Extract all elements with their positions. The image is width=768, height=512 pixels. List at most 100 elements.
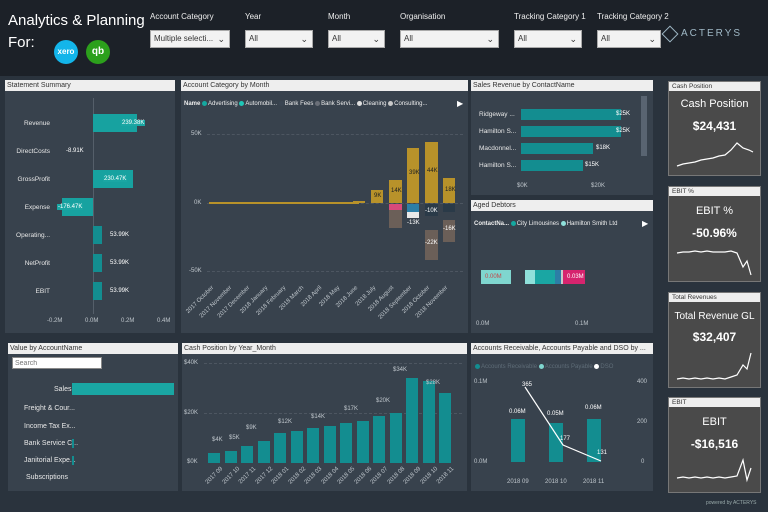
stack-bar[interactable]: [353, 201, 365, 203]
stack-bar[interactable]: [443, 178, 455, 203]
legend-item[interactable]: Bank Servi...: [315, 101, 355, 107]
kpi-card-ebit-pct[interactable]: EBIT % EBIT % -50.96%: [668, 186, 761, 282]
kpi-card-cash-position[interactable]: Cash Position Cash Position $24,431: [668, 81, 761, 176]
list-item-label[interactable]: Janitorial Expe...: [24, 457, 76, 464]
stack-bar-neg[interactable]: [425, 230, 438, 260]
row-label: GrossProfit: [17, 176, 50, 183]
stack-bar-neg[interactable]: [443, 220, 455, 242]
legend-item[interactable]: Accounts Receivable: [475, 364, 537, 370]
legend-item[interactable]: Hamilton Smith Ltd: [560, 221, 617, 227]
operating-bar[interactable]: [93, 226, 102, 244]
filter-account-category[interactable]: Multiple selecti... ⌄: [150, 30, 230, 48]
cash-bar[interactable]: [356, 420, 369, 463]
legend-item[interactable]: DSO: [594, 364, 613, 370]
sales-bar[interactable]: [521, 109, 621, 120]
sales-bar[interactable]: [521, 143, 593, 154]
operating-label: 53.99K: [110, 232, 130, 238]
list-item-label[interactable]: Freight & Cour...: [24, 405, 75, 412]
x-tick: $20K: [591, 183, 606, 189]
legend-item[interactable]: Cleaning: [356, 101, 386, 107]
card-value: $24,431: [692, 119, 737, 133]
search-input[interactable]: [12, 357, 102, 369]
cash-bar[interactable]: [439, 393, 451, 463]
filter-value: All: [332, 34, 341, 43]
stack-bar-neg[interactable]: [389, 204, 402, 210]
ar-bar[interactable]: [587, 419, 601, 462]
legend-item[interactable]: Advertising: [202, 101, 238, 107]
panel-title: Accounts Receivable, Accounts Payable an…: [471, 343, 653, 354]
filter-organisation[interactable]: All ⌄: [400, 30, 499, 48]
kpi-card-ebit[interactable]: EBIT EBIT -$16,516: [668, 397, 761, 493]
cash-bar[interactable]: [422, 380, 435, 463]
cash-bar[interactable]: [307, 428, 319, 463]
filter-value: All: [518, 34, 527, 43]
legend-dot-icon: [475, 364, 480, 369]
stack-bar[interactable]: [425, 142, 438, 203]
cash-bar[interactable]: [389, 413, 402, 463]
cash-bar[interactable]: [323, 425, 336, 463]
sales-bar[interactable]: [521, 160, 583, 171]
cash-bar[interactable]: [290, 430, 303, 463]
list-item-label[interactable]: Income Tax Ex...: [24, 423, 76, 430]
revenue-label: 239.38K: [121, 120, 146, 126]
cash-bar[interactable]: [224, 450, 237, 463]
acterys-logo-icon: [661, 25, 679, 43]
cash-bar[interactable]: [208, 453, 220, 463]
aged-bar[interactable]: [555, 270, 561, 284]
cash-bar[interactable]: [340, 423, 352, 463]
aged-bar[interactable]: [563, 270, 585, 284]
stack-bar[interactable]: [371, 190, 383, 203]
cash-bar[interactable]: [257, 440, 270, 463]
cash-bar[interactable]: [406, 378, 418, 463]
quickbooks-logo[interactable]: qb: [86, 40, 110, 64]
stack-bar[interactable]: [209, 202, 359, 204]
stack-bar[interactable]: [389, 180, 402, 203]
legend-item[interactable]: Accounts Payable: [538, 364, 593, 370]
legend-name: ContactNa...: [474, 221, 510, 228]
list-item-label[interactable]: Subscriptions: [26, 474, 69, 481]
ebit-label: 53.99K: [110, 288, 130, 294]
filter-tracking-category-1[interactable]: All ⌄: [514, 30, 582, 48]
legend-next-icon[interactable]: ▶: [457, 99, 464, 108]
legend-item[interactable]: Bank Fees: [278, 101, 313, 107]
cash-bar[interactable]: [241, 445, 253, 463]
netprofit-bar[interactable]: [93, 254, 102, 272]
ebit-bar[interactable]: [93, 282, 102, 300]
chevron-down-icon: ⌄: [486, 34, 494, 44]
legend-next-icon[interactable]: ▶: [642, 219, 649, 228]
data-label: $4K: [212, 437, 223, 443]
list-item-label[interactable]: Bank Service C...: [24, 440, 79, 447]
y-tick-left: 0.0M: [474, 459, 488, 465]
stack-bar-neg[interactable]: [425, 204, 438, 216]
legend-item[interactable]: Consulting...: [388, 101, 428, 107]
cash-bar[interactable]: [274, 433, 286, 463]
sales-bar[interactable]: [521, 126, 621, 137]
stack-bar-neg[interactable]: [443, 204, 455, 212]
kpi-card-total-revenues[interactable]: Total Revenues Total Revenue GL $32,407: [668, 292, 761, 388]
stack-bar-neg[interactable]: [407, 204, 419, 212]
y-tick: -50K: [189, 268, 202, 274]
aged-bar[interactable]: [525, 270, 535, 284]
aged-debtors-panel: Aged Debtors ContactNa... City Limousine…: [471, 200, 653, 333]
stack-bar-neg[interactable]: [407, 212, 419, 218]
scrollbar[interactable]: [641, 96, 647, 156]
list-item-label[interactable]: Sales: [54, 386, 72, 393]
filter-tracking-category-2[interactable]: All ⌄: [597, 30, 661, 48]
stack-bar[interactable]: [407, 148, 419, 203]
aged-bar[interactable]: [481, 270, 511, 284]
legend-item[interactable]: City Limousines: [510, 221, 559, 227]
ar-bar[interactable]: [511, 419, 525, 462]
stack-bar-neg[interactable]: [389, 210, 402, 228]
filter-month[interactable]: All ⌄: [328, 30, 385, 48]
revenue-bar[interactable]: [93, 114, 137, 132]
list-item-bar[interactable]: [72, 383, 174, 395]
aged-bar[interactable]: [535, 270, 555, 284]
legend-item[interactable]: Automobil...: [239, 101, 277, 107]
x-tick: 0.0M: [85, 318, 99, 324]
xero-logo[interactable]: xero: [54, 40, 78, 64]
ar-bar[interactable]: [549, 423, 563, 462]
cash-bar[interactable]: [373, 415, 385, 463]
filter-year[interactable]: All ⌄: [245, 30, 313, 48]
row-label: Hamilton S...: [479, 162, 517, 169]
panel-title: Account Category by Month: [181, 80, 468, 91]
